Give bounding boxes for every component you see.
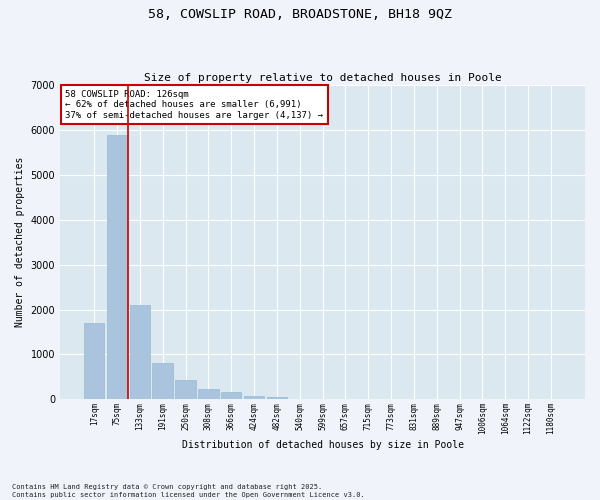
X-axis label: Distribution of detached houses by size in Poole: Distribution of detached houses by size … xyxy=(182,440,464,450)
Bar xyxy=(152,364,173,400)
Bar xyxy=(198,389,218,400)
Bar xyxy=(266,397,287,400)
Bar xyxy=(244,396,264,400)
Bar xyxy=(84,323,104,400)
Bar xyxy=(175,380,196,400)
Bar xyxy=(221,392,241,400)
Bar xyxy=(107,134,127,400)
Text: 58 COWSLIP ROAD: 126sqm
← 62% of detached houses are smaller (6,991)
37% of semi: 58 COWSLIP ROAD: 126sqm ← 62% of detache… xyxy=(65,90,323,120)
Title: Size of property relative to detached houses in Poole: Size of property relative to detached ho… xyxy=(143,73,502,83)
Text: Contains HM Land Registry data © Crown copyright and database right 2025.
Contai: Contains HM Land Registry data © Crown c… xyxy=(12,484,365,498)
Bar xyxy=(130,305,150,400)
Y-axis label: Number of detached properties: Number of detached properties xyxy=(15,157,25,328)
Text: 58, COWSLIP ROAD, BROADSTONE, BH18 9QZ: 58, COWSLIP ROAD, BROADSTONE, BH18 9QZ xyxy=(148,8,452,20)
Bar xyxy=(289,398,310,400)
